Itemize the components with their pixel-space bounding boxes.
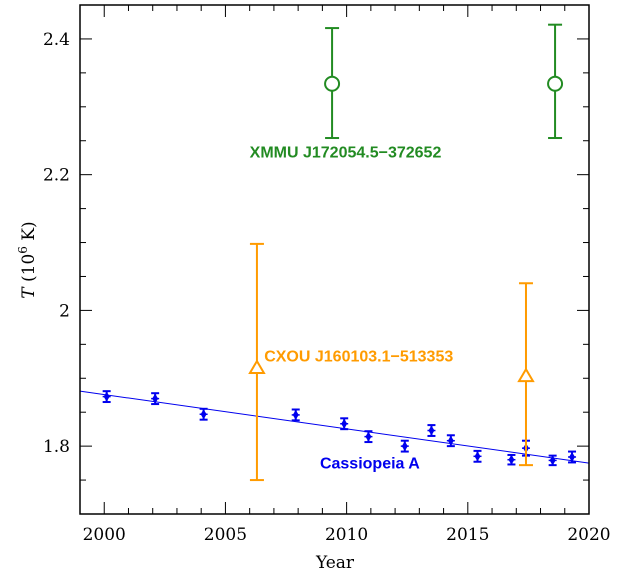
y-axis-label: T (106 K) (16, 221, 39, 298)
x-tick-label: 2005 (204, 525, 247, 545)
x-axis-label: Year (315, 553, 355, 573)
y-axis-label-unit-end: K) (19, 221, 39, 246)
x-tick-label: 2010 (325, 525, 368, 545)
y-tick-label: 2.4 (43, 30, 70, 50)
series-label: Cassiopeia A (320, 456, 420, 473)
x-tick-label: 2015 (446, 525, 489, 545)
data-point (547, 75, 564, 92)
y-tick-label: 1.8 (43, 437, 70, 457)
data-point (517, 367, 535, 383)
data-layer (102, 23, 577, 482)
fit-line (79, 390, 590, 464)
y-tick-label: 2 (59, 301, 70, 321)
series-label: XMMU J172054.5−372652 (250, 145, 442, 162)
x-tick-label: 2020 (567, 525, 610, 545)
annotation-layer: XMMU J172054.5−372652 CXOU J160103.1−5133… (250, 145, 454, 473)
x-tick-label: 2000 (83, 525, 126, 545)
y-axis-label-unit: (10 (19, 254, 39, 288)
data-point (324, 75, 341, 92)
tick-layer: 2000 2005 2010 2015 2020 1.8 2 2.2 2.4 (43, 4, 611, 545)
y-tick-label: 2.2 (43, 166, 70, 186)
y-axis-label-exponent: 6 (16, 246, 30, 254)
series-label: CXOU J160103.1−513353 (264, 348, 453, 365)
data-point (248, 359, 266, 374)
plot-frame (79, 4, 590, 515)
y-axis-label-symbol: T (19, 286, 39, 299)
fit-line-layer (79, 390, 590, 464)
